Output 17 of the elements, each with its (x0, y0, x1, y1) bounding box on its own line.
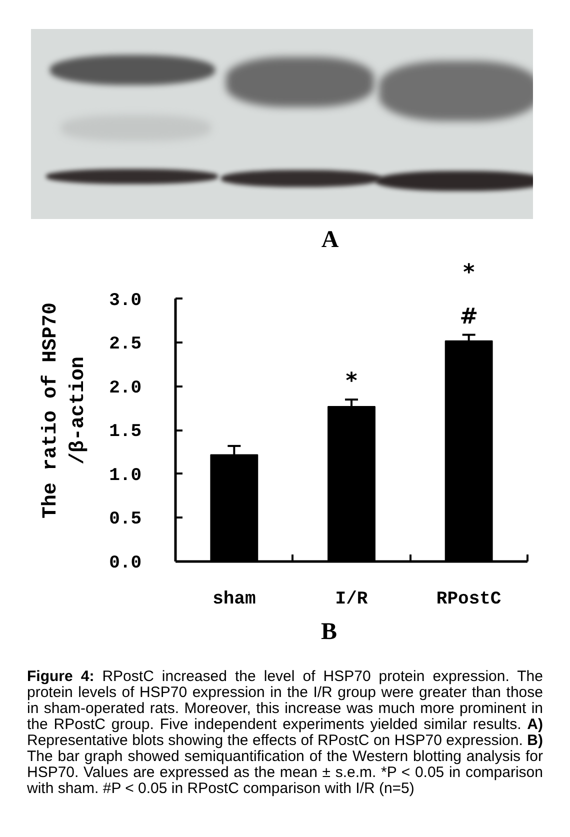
y-tick-label: 2.0 (109, 378, 142, 398)
y-tick-label: 1.5 (109, 422, 142, 442)
annotation: # (460, 304, 478, 330)
y-tick-label: 0.0 (109, 554, 142, 574)
annotation: * (346, 369, 358, 394)
x-tick-label: sham (212, 590, 256, 610)
y-tick-label: 3.0 (109, 290, 142, 311)
x-tick-label: I/R (335, 590, 368, 610)
text: B (320, 618, 338, 647)
y-tick-label: 2.5 (109, 334, 142, 355)
x-tick-label: RPostC (436, 590, 502, 610)
y-tick-label: 0.5 (109, 510, 142, 530)
y-axis-title: The ratio of HSP70 /β-action (39, 302, 90, 519)
text: Figure 4: RPostC increased the level of HSP70 protein expression. The protein levels of HSP70 expression in the I/R group were greater than those in sham-operated rats. Moreover, this increase was much more prominent in the RPostC group. Five independent experiments yielded similar results. A) Representative blots showing the effects of RPostC on HSP70 expression. B) The bar graph showed semiquantification of the Western blotting analysis for HSP70. Values are expressed as the mean ± s.e.m. *P < 0.05 in comparison with sham. #P < 0.05 in RPostC comparison with I/R (n=5) (27, 668, 543, 797)
y-tick-label: 1.0 (109, 466, 142, 486)
text: A (320, 226, 340, 255)
text: * (463, 260, 476, 286)
